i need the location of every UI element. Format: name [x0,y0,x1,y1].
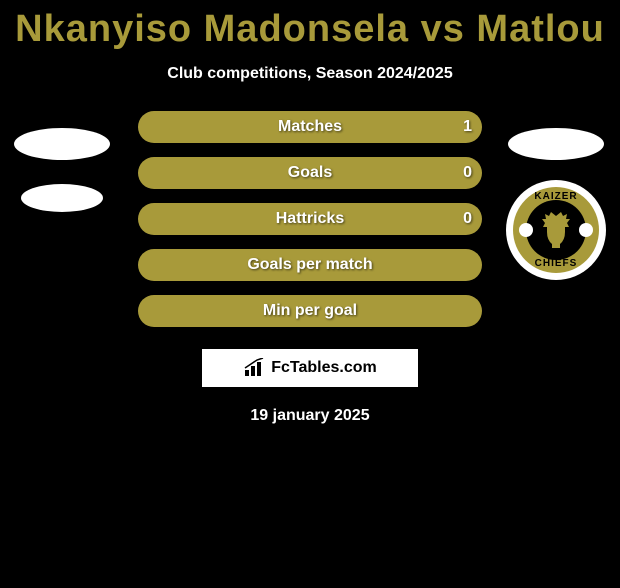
player1-club-badge-2 [21,184,103,212]
fctables-logo: FcTables.com [202,349,418,387]
left-player-badges [14,128,110,212]
chief-head-icon [539,210,573,250]
club-badge-ring: KAIZER CHIEFS [513,187,599,273]
stat-label: Goals per match [247,256,372,274]
date-text: 19 january 2025 [0,407,620,425]
stat-bar-goals: Goals 0 [138,157,482,189]
stat-label: Min per goal [263,302,357,320]
stat-bar-matches: Matches 1 [138,111,482,143]
stat-bar-min-per-goal: Min per goal [138,295,482,327]
chart-icon [243,358,267,378]
stat-bar-goals-per-match: Goals per match [138,249,482,281]
stat-value: 1 [463,118,472,136]
logo-text: FcTables.com [271,359,377,377]
stat-label: Hattricks [276,210,344,228]
ball-icon [579,223,593,237]
stat-label: Goals [288,164,332,182]
stat-bar-hattricks: Hattricks 0 [138,203,482,235]
right-player-badges: KAIZER CHIEFS [506,128,606,280]
player2-club-badge-1 [508,128,604,160]
subtitle: Club competitions, Season 2024/2025 [0,65,620,83]
stat-label: Matches [278,118,342,136]
player1-club-badge-1 [14,128,110,160]
club-badge-bottom-text: CHIEFS [535,258,578,269]
stat-value: 0 [463,164,472,182]
club-badge-inner [526,200,586,260]
club-badge-top-text: KAIZER [534,191,577,202]
stat-value: 0 [463,210,472,228]
player2-club-badge-2: KAIZER CHIEFS [506,180,606,280]
page-title: Nkanyiso Madonsela vs Matlou [0,8,620,51]
ball-icon [519,223,533,237]
